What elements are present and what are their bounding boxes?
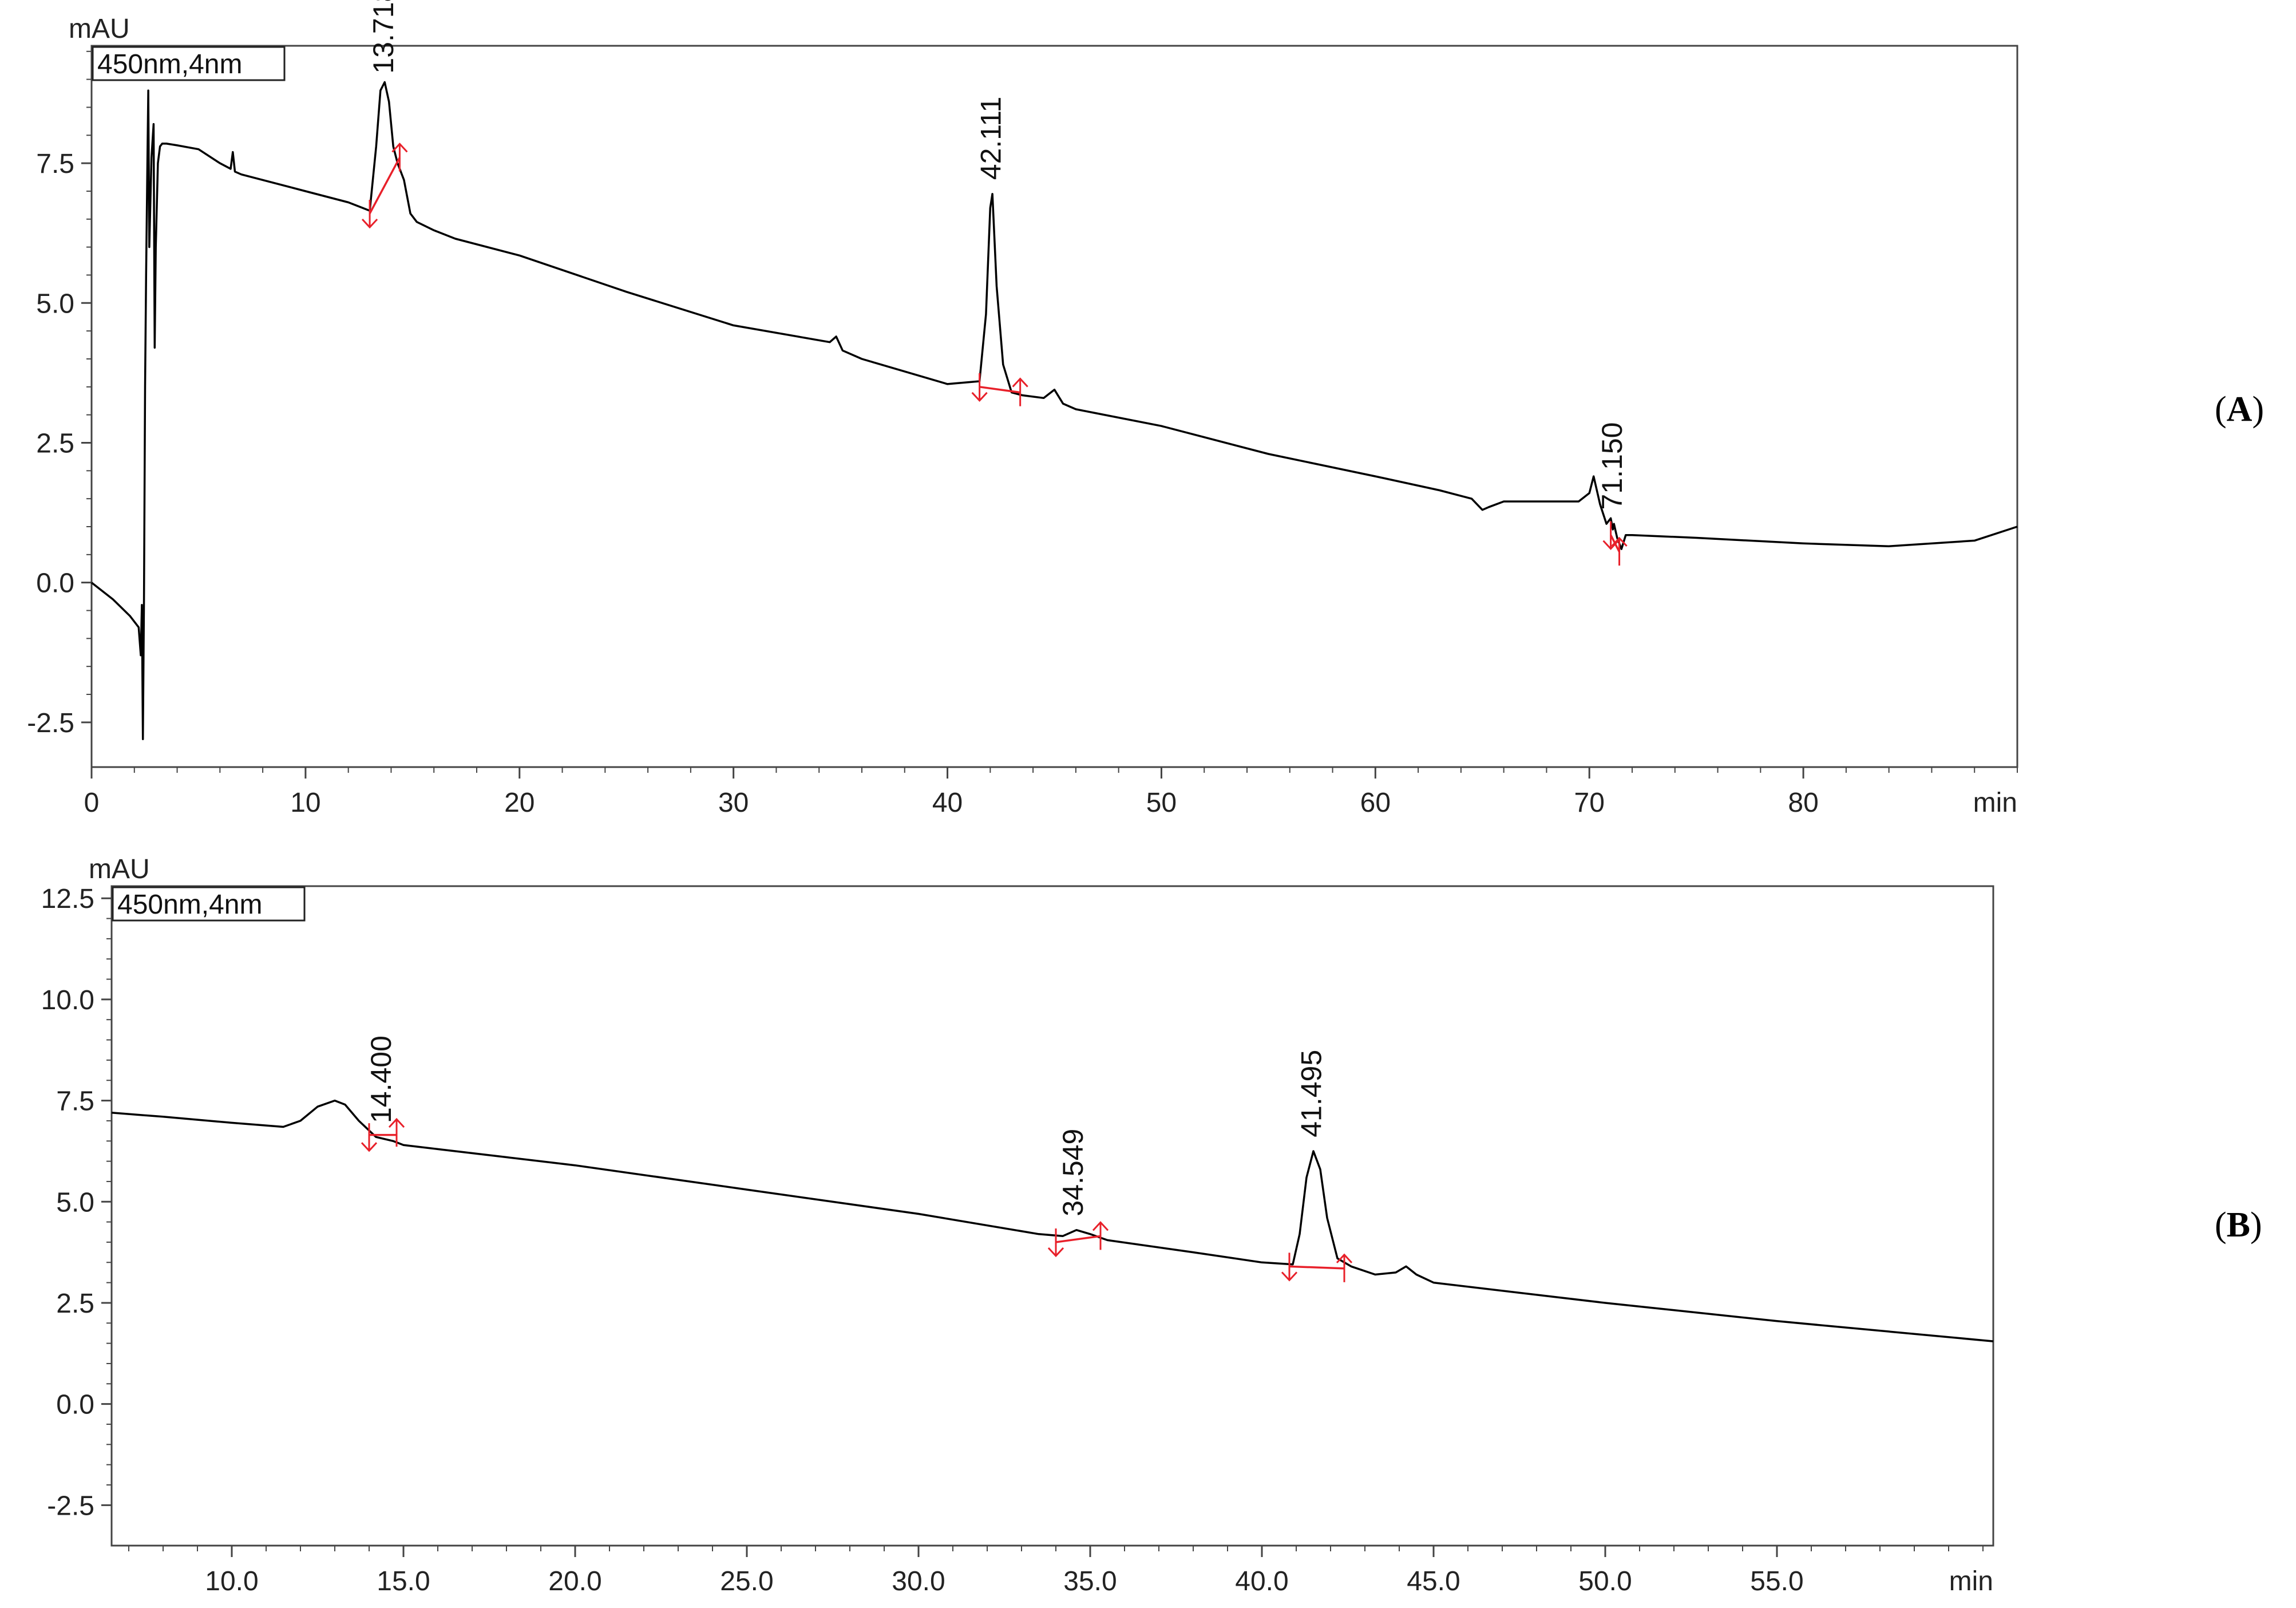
legend-label: 450nm,4nm [97, 49, 242, 80]
plot-frame [90, 45, 2018, 768]
peak-label: 42.111 [975, 97, 1007, 180]
y-tick-label: 10.0 [41, 985, 94, 1016]
x-tick-label: 30 [718, 788, 749, 818]
y-tick-label: 0.0 [56, 1390, 94, 1420]
panel-tag-close: ) [2250, 1206, 2262, 1244]
y-tick-label: 0.0 [36, 568, 74, 599]
y-tick-label: 5.0 [36, 289, 74, 319]
x-tick-label: 50.0 [1578, 1566, 1632, 1597]
y-tick-label: 7.5 [36, 149, 74, 179]
legend: 450nm,4nm [92, 46, 286, 81]
x-tick-label: 10 [290, 788, 320, 818]
peak-start-marker [361, 1123, 378, 1152]
peak-end-marker [1012, 377, 1028, 406]
peak-start-marker [971, 373, 988, 402]
chromatogram-trace [111, 1099, 1994, 1342]
y-tick-label: 2.5 [36, 428, 74, 459]
x-tick-label: 15.0 [377, 1566, 430, 1597]
peak-end-marker [1336, 1253, 1353, 1282]
y-tick-label: 12.5 [41, 884, 94, 914]
x-tick-label: 80 [1788, 788, 1818, 818]
x-tick-label: 40.0 [1235, 1566, 1288, 1597]
integration-baseline [1055, 1235, 1101, 1243]
x-tick-label: 55.0 [1750, 1566, 1803, 1597]
x-tick-label: 40 [932, 788, 963, 818]
panel-tag-open: ( [2215, 390, 2227, 429]
chromatogram-trace [90, 81, 2018, 740]
panel-tag-close: ) [2252, 390, 2264, 429]
y-axis-unit: mAU [89, 854, 150, 884]
panel-tag-open: ( [2215, 1206, 2227, 1244]
peak-end-marker [391, 143, 408, 172]
integration-baseline [979, 386, 1020, 394]
x-tick-label: 45.0 [1407, 1566, 1460, 1597]
panel-tag-letter: A [2227, 390, 2253, 429]
peak-label: 41.495 [1296, 1050, 1328, 1137]
x-tick-label: 10.0 [205, 1566, 258, 1597]
x-axis-unit: min [1973, 788, 2017, 818]
x-tick-label: 35.0 [1063, 1566, 1117, 1597]
integration-baseline [369, 157, 401, 214]
y-tick-label: -2.5 [47, 1491, 94, 1521]
panel-tag: (B) [2215, 1206, 2262, 1244]
integration-baseline [1289, 1265, 1345, 1270]
panel-tag: (A) [2215, 390, 2264, 429]
x-tick-label: 25.0 [720, 1566, 773, 1597]
peak-label: 14.400 [365, 1036, 397, 1123]
peak-label: 34.549 [1057, 1129, 1089, 1216]
x-tick-label: 20 [504, 788, 535, 818]
x-tick-label: 20.0 [548, 1566, 601, 1597]
plot-frame [110, 885, 1994, 1547]
peak-end-marker [1092, 1221, 1109, 1250]
x-tick-label: 30.0 [892, 1566, 945, 1597]
peak-end-marker [1611, 536, 1628, 566]
panel-tag-letter: B [2227, 1206, 2250, 1244]
y-tick-label: 2.5 [56, 1289, 94, 1319]
peak-start-marker [1602, 521, 1619, 550]
peak-label: 13.718 [367, 0, 399, 74]
chromatogram-panel-a: -2.5 0.0 2.5 5.0 7.5 0 10 20 30 40 50 60 70 80 mAU min 4… [27, 0, 2264, 818]
x-tick-label: 70 [1574, 788, 1605, 818]
y-tick-label: 7.5 [56, 1087, 94, 1117]
legend-label: 450nm,4nm [117, 890, 262, 920]
peak-start-marker [1281, 1253, 1298, 1282]
y-axis-unit: mAU [69, 14, 130, 44]
chromatogram-panel-b: -2.5 0.0 2.5 5.0 7.5 10.0 12.5 10.0 15.0 20.0 25.0… [41, 854, 2262, 1597]
y-tick-label: -2.5 [27, 708, 74, 738]
legend: 450nm,4nm [112, 886, 306, 922]
legend-box [92, 46, 286, 81]
x-tick-label: 0 [84, 788, 100, 818]
peak-end-marker [388, 1117, 405, 1147]
x-axis-unit: min [1949, 1566, 1993, 1597]
legend-box [112, 886, 306, 922]
peak-start-marker [1047, 1228, 1064, 1258]
x-tick-label: 50 [1146, 788, 1177, 818]
peak-start-marker [361, 200, 378, 229]
y-tick-label: 5.0 [56, 1187, 94, 1218]
peak-label: 71.150 [1596, 422, 1628, 510]
x-tick-label: 60 [1360, 788, 1391, 818]
